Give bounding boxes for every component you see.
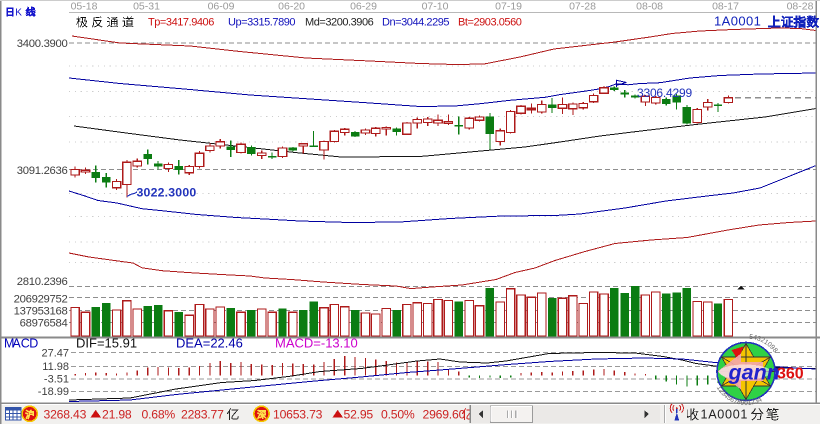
svg-text:1A0001: 1A0001 xyxy=(714,14,761,29)
svg-text:08-17: 08-17 xyxy=(712,1,739,13)
svg-text:C: C xyxy=(21,337,30,351)
svg-text:MACD=-13.10: MACD=-13.10 xyxy=(275,335,358,350)
svg-text:DIF=15.91: DIF=15.91 xyxy=(76,335,137,350)
svg-text:3268.43: 3268.43 xyxy=(44,408,87,422)
svg-text:M: M xyxy=(4,337,14,351)
svg-text:Tp=3417.9406: Tp=3417.9406 xyxy=(148,17,214,29)
svg-text:DEA=22.46: DEA=22.46 xyxy=(176,335,243,350)
svg-text:68976584: 68976584 xyxy=(20,318,68,330)
svg-text:3022.3000: 3022.3000 xyxy=(137,186,197,200)
svg-text:10653.73: 10653.73 xyxy=(273,408,323,422)
svg-text:206929752: 206929752 xyxy=(14,294,68,306)
svg-text:06-09: 06-09 xyxy=(208,1,235,13)
svg-text:3306.4299: 3306.4299 xyxy=(637,86,692,100)
svg-text:3091.2636: 3091.2636 xyxy=(17,165,68,177)
svg-text:Dn=3044.2295: Dn=3044.2295 xyxy=(382,17,449,29)
svg-text:0.68%: 0.68% xyxy=(142,408,176,422)
svg-text:0.50%: 0.50% xyxy=(381,408,415,422)
svg-text:Up=3315.7890: Up=3315.7890 xyxy=(228,17,295,29)
svg-text:07-10: 07-10 xyxy=(422,1,449,13)
svg-text:-3.51: -3.51 xyxy=(44,374,69,386)
svg-text:A: A xyxy=(12,337,21,351)
svg-text:2283.77: 2283.77 xyxy=(181,408,224,422)
svg-text:1A0001: 1A0001 xyxy=(701,408,749,422)
svg-text:05-31: 05-31 xyxy=(133,1,160,13)
svg-text:D: D xyxy=(29,337,38,351)
svg-text:52.95: 52.95 xyxy=(344,408,374,422)
svg-text:-18.99: -18.99 xyxy=(38,386,69,398)
svg-text:360: 360 xyxy=(777,366,804,383)
svg-text:2969.60: 2969.60 xyxy=(423,408,466,422)
svg-text:3400.3900: 3400.3900 xyxy=(17,38,68,50)
svg-text:11.98: 11.98 xyxy=(42,361,69,373)
svg-text:06-20: 06-20 xyxy=(278,1,305,13)
svg-text:Md=3200.3906: Md=3200.3906 xyxy=(305,17,374,29)
svg-text:07-19: 07-19 xyxy=(495,1,522,13)
svg-text:08-08: 08-08 xyxy=(636,1,663,13)
svg-text:137953168: 137953168 xyxy=(14,306,68,318)
svg-text:gann: gann xyxy=(728,361,780,385)
svg-text:08-28: 08-28 xyxy=(787,1,814,13)
svg-text:K: K xyxy=(15,8,22,19)
svg-text:21.98: 21.98 xyxy=(102,408,132,422)
svg-text:06-29: 06-29 xyxy=(350,1,377,13)
svg-text:07-28: 07-28 xyxy=(569,1,596,13)
svg-text:27.47: 27.47 xyxy=(41,347,69,359)
svg-text:2810.2396: 2810.2396 xyxy=(17,276,68,288)
svg-text:Bt=2903.0560: Bt=2903.0560 xyxy=(458,17,522,29)
svg-text:05-18: 05-18 xyxy=(71,1,98,13)
